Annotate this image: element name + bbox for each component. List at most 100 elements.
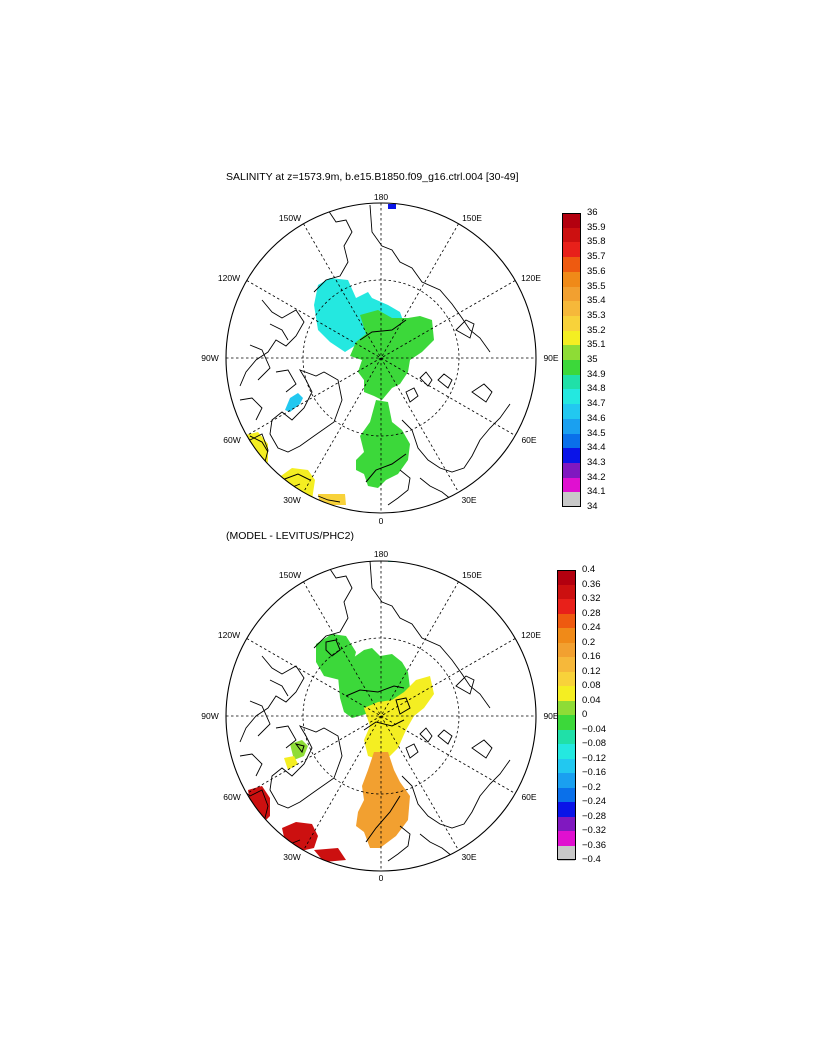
region-eurasian-basin — [364, 676, 434, 760]
colorbar-tick-label: 0.08 — [582, 680, 601, 691]
panel-1-polar-map: 180 150W 150E 120W 120E 90W 90E 60W 60E … — [201, 192, 559, 526]
colorbar-tick-label: −0.36 — [582, 839, 607, 851]
lon-label-60w: 60W — [223, 792, 240, 802]
colorbar-tick-label: 34.2 — [587, 471, 606, 483]
colorbar-tick-label: 0 — [582, 709, 588, 720]
colorbar-segment — [563, 271, 580, 287]
colorbar-segment — [558, 787, 575, 803]
panel-2-polar-map: 180 150W 150E 120W 120E 90W 90E 60W 60E … — [201, 549, 559, 883]
colorbar-segment — [558, 715, 575, 730]
map-boundary-1 — [225, 202, 537, 514]
colorbar-tick-label: 36 — [587, 207, 598, 218]
lon-label-180: 180 — [374, 192, 388, 202]
lon-label-120w: 120W — [218, 630, 240, 640]
lon-label-90e: 90E — [543, 353, 558, 363]
colorbar-tick-label: 34 — [587, 501, 598, 512]
colorbar-segment — [563, 448, 580, 464]
colorbar-tick-label: −0.28 — [582, 810, 607, 822]
colorbar-tick-label: 34.5 — [587, 427, 606, 439]
colorbar-tick-label: 34.3 — [587, 456, 606, 468]
colorbar-tick-label: 0.04 — [582, 694, 601, 706]
lon-label-30e: 30E — [461, 495, 476, 505]
colorbar-tick-label: 0.16 — [582, 651, 601, 662]
lon-label-0: 0 — [379, 516, 384, 526]
colorbar-segment — [558, 816, 575, 832]
colorbar-segment — [563, 242, 580, 258]
colorbar-segment — [563, 315, 580, 332]
colorbar-tick-label: 34.4 — [587, 442, 606, 454]
colorbar-segment — [558, 845, 575, 861]
lon-label-180: 180 — [374, 549, 388, 559]
colorbar-tick-label: 34.9 — [587, 368, 606, 380]
colorbar-tick-label: 35.6 — [587, 265, 606, 277]
colorbar-segment — [558, 686, 575, 701]
colorbar-tick-label: −0.24 — [582, 796, 607, 807]
region-north-atlantic — [282, 822, 318, 852]
colorbar-segment — [563, 360, 580, 376]
colorbar-segment — [563, 257, 580, 273]
colorbar-tick-label: 35.2 — [587, 324, 606, 336]
colorbar-tick-label: −0.32 — [582, 825, 607, 836]
colorbar-tick-label: 35.4 — [587, 295, 606, 307]
colorbar-segment — [558, 642, 575, 658]
region-baffin — [290, 740, 308, 760]
panel-1-title: SALINITY at z=1573.9m, b.e15.B1850.f09_g… — [226, 171, 519, 183]
colorbar-tick-label: 35.5 — [587, 280, 606, 292]
colorbar-tick-label: −0.2 — [582, 781, 601, 793]
colorbar-tick-label: −0.04 — [582, 723, 607, 735]
colorbar-segment — [563, 389, 580, 405]
colorbar-segment — [563, 227, 580, 243]
panel-1-colorbar: 36 35.9 35.8 35.7 35.6 35.5 35.4 35.3 35.2 35.1 35… — [562, 208, 622, 512]
colorbar-segment — [563, 213, 580, 229]
lon-label-120e: 120E — [521, 630, 541, 640]
colorbar-segment — [563, 462, 580, 479]
colorbar-segment — [563, 286, 580, 302]
lon-label-60e: 60E — [521, 792, 536, 802]
lon-label-30w: 30W — [283, 495, 300, 505]
contour-lines-1 — [249, 319, 407, 483]
graticule-2 — [226, 561, 536, 871]
colorbar-segment — [558, 744, 575, 759]
colorbar-segment — [558, 584, 575, 600]
coastlines-2 — [237, 561, 511, 862]
panel-2-colorbar: 0.4 0.36 0.32 0.28 0.24 0.2 0.16 0.12 0.08 0.04 0 −… — [557, 565, 617, 865]
lon-label-150w: 150W — [279, 213, 301, 223]
colorbar-segment — [563, 330, 580, 346]
lon-label-90w: 90W — [201, 353, 218, 363]
colorbar-segment — [558, 671, 575, 687]
lon-label-150w: 150W — [279, 570, 301, 580]
colorbar-segment — [563, 301, 580, 317]
lon-label-30w: 30W — [283, 852, 300, 862]
colorbar-tick-label: 35.9 — [587, 221, 606, 233]
colorbar-segment — [558, 599, 575, 614]
region-canada-basin — [314, 278, 405, 352]
colorbar-tick-label: 34.7 — [587, 398, 606, 410]
colorbar-tick-label: 35.1 — [587, 339, 606, 351]
region-atl-bottom — [314, 848, 346, 862]
colorbar-segment — [563, 433, 580, 449]
region-bering-speck — [388, 204, 396, 209]
colorbar-tick-label: 35.7 — [587, 251, 606, 263]
colorbar-segment — [558, 729, 575, 745]
lon-label-90w: 90W — [201, 711, 218, 721]
colorbar-tick-label: 34.8 — [587, 383, 606, 395]
contour-lines-2 — [294, 639, 411, 843]
colorbar-tick-label: 34.1 — [587, 486, 606, 498]
lon-label-120e: 120E — [521, 273, 541, 283]
colorbar-tick-label: 34.6 — [587, 412, 606, 424]
colorbar-tick-label: 0.24 — [582, 622, 601, 633]
lon-label-60e: 60E — [521, 435, 536, 445]
colorbar-segment — [558, 628, 575, 643]
colorbar-segment — [558, 700, 575, 716]
region-baffin — [285, 393, 303, 412]
colorbar-frame — [557, 570, 576, 860]
colorbar-tick-label: 0.28 — [582, 607, 601, 619]
colorbar-tick-label: −0.4 — [582, 854, 601, 865]
colorbar-segment — [563, 492, 580, 508]
colorbar-tick-label: −0.12 — [582, 752, 607, 764]
colorbar-tick-label: 0.2 — [582, 636, 596, 648]
region-atl-bottom — [318, 494, 346, 505]
region-baffin-yellow — [284, 756, 298, 770]
colorbar-tick-label: 0.4 — [582, 564, 596, 575]
colorbar-segment — [563, 404, 580, 420]
